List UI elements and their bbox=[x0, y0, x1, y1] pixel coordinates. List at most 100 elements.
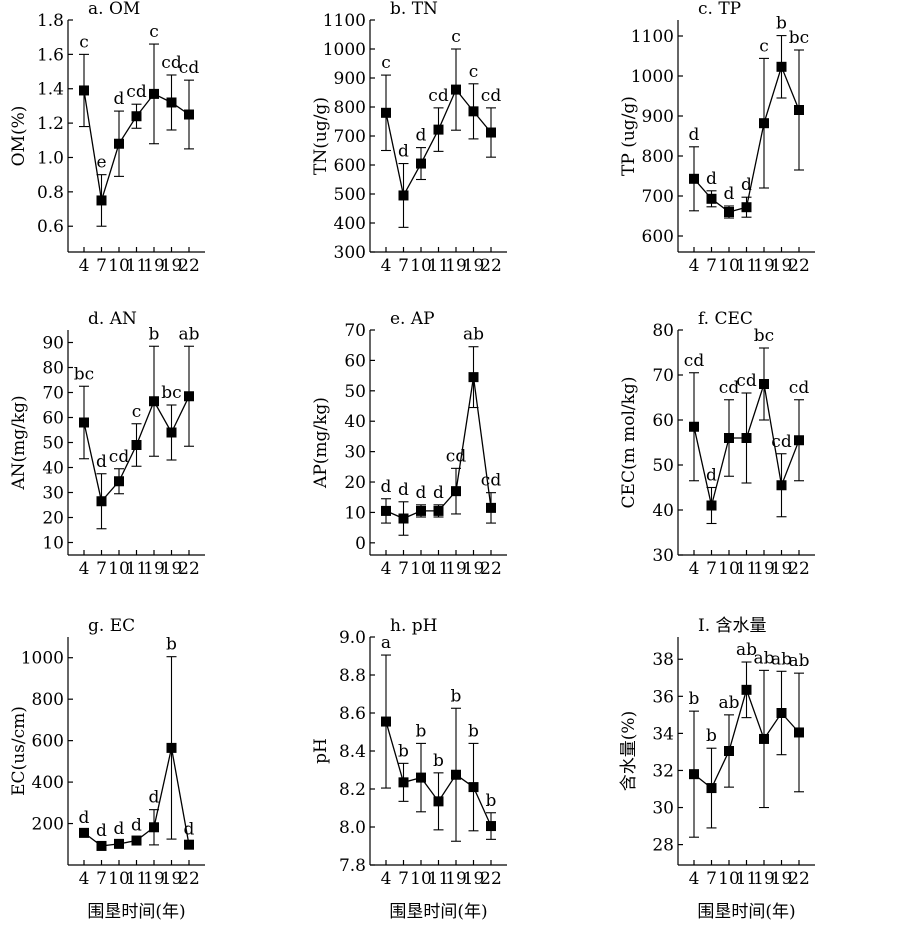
data-point bbox=[381, 505, 391, 516]
data-point bbox=[149, 396, 159, 407]
x-tick-label: 7 bbox=[706, 869, 717, 889]
significance-label: d bbox=[433, 483, 444, 503]
x-tick-label: 22 bbox=[788, 869, 810, 889]
significance-label: ab bbox=[788, 651, 809, 671]
data-point bbox=[149, 822, 159, 833]
y-tick-label: 300 bbox=[334, 243, 366, 263]
x-tick-label: 19 bbox=[771, 869, 793, 889]
x-tick-label: 11 bbox=[126, 256, 148, 276]
data-point bbox=[398, 777, 409, 788]
y-tick-label: 40 bbox=[652, 501, 674, 521]
x-tick-label: 11 bbox=[736, 256, 758, 276]
x-tick-label: 19 bbox=[463, 256, 485, 276]
significance-label: c bbox=[381, 53, 391, 73]
y-tick-label: 200 bbox=[32, 815, 64, 835]
y-tick-label: 8.4 bbox=[339, 742, 366, 762]
significance-label: d bbox=[706, 169, 717, 189]
y-tick-label: 30 bbox=[652, 546, 674, 566]
x-tick-label: 4 bbox=[381, 559, 392, 579]
x-tick-label: 4 bbox=[381, 869, 392, 889]
x-tick-label: 7 bbox=[706, 559, 717, 579]
y-tick-label: 30 bbox=[344, 443, 366, 463]
data-point bbox=[706, 783, 717, 794]
y-tick-label: 0.8 bbox=[37, 183, 64, 203]
y-axis-label: EC(us/cm) bbox=[9, 706, 29, 796]
y-tick-label: 38 bbox=[652, 650, 674, 670]
significance-label: b bbox=[149, 324, 160, 344]
y-tick-label: 1.6 bbox=[37, 45, 64, 65]
data-point bbox=[79, 85, 89, 96]
x-tick-label: 4 bbox=[79, 256, 90, 276]
data-point bbox=[486, 821, 496, 832]
y-tick-label: 9.0 bbox=[339, 628, 366, 648]
significance-label: cd bbox=[126, 82, 147, 102]
y-tick-label: 60 bbox=[652, 411, 674, 431]
significance-label: c bbox=[132, 402, 142, 422]
x-tick-label: 10 bbox=[410, 256, 432, 276]
x-tick-label: 11 bbox=[736, 869, 758, 889]
significance-label: cd bbox=[719, 378, 740, 398]
y-axis-label: CEC(m mol/kg) bbox=[619, 377, 639, 509]
x-tick-label: 10 bbox=[108, 256, 130, 276]
x-tick-label: 7 bbox=[96, 256, 107, 276]
data-point bbox=[96, 195, 107, 206]
data-point bbox=[381, 716, 391, 727]
x-tick-label: 4 bbox=[689, 256, 700, 276]
significance-label: cd bbox=[481, 86, 502, 106]
data-point bbox=[381, 107, 391, 118]
y-tick-label: 20 bbox=[42, 509, 64, 529]
x-tick-label: 22 bbox=[178, 869, 200, 889]
significance-label: b bbox=[706, 726, 717, 746]
chart-panel-8: 7.88.08.28.48.68.89.04 7 1011191922abbbbbb… bbox=[311, 616, 507, 922]
chart-title: h. pH bbox=[390, 616, 437, 636]
data-point bbox=[468, 372, 479, 383]
y-tick-label: 34 bbox=[652, 724, 674, 744]
data-point bbox=[416, 505, 426, 516]
y-tick-label: 40 bbox=[344, 412, 366, 432]
x-tick-label: 19 bbox=[753, 869, 775, 889]
significance-label: d bbox=[184, 820, 195, 840]
y-tick-label: 1000 bbox=[631, 67, 674, 87]
data-point bbox=[433, 124, 444, 135]
chart-title: d. AN bbox=[88, 309, 137, 329]
data-point bbox=[794, 435, 804, 446]
y-tick-label: 30 bbox=[652, 799, 674, 819]
data-point bbox=[724, 207, 734, 217]
x-tick-label: 11 bbox=[428, 256, 450, 276]
y-tick-label: 36 bbox=[652, 687, 674, 707]
x-tick-label: 22 bbox=[788, 256, 810, 276]
y-tick-label: 32 bbox=[652, 761, 674, 781]
significance-label: c bbox=[451, 27, 461, 47]
data-point bbox=[794, 105, 804, 115]
data-point bbox=[114, 838, 124, 849]
y-tick-label: 70 bbox=[42, 384, 64, 404]
x-tick-label: 4 bbox=[689, 559, 700, 579]
y-tick-label: 600 bbox=[642, 227, 674, 247]
significance-label: cd bbox=[481, 471, 502, 491]
x-tick-label: 22 bbox=[178, 256, 200, 276]
y-tick-label: 50 bbox=[344, 382, 366, 402]
data-point bbox=[741, 433, 752, 443]
x-tick-label: 19 bbox=[463, 869, 485, 889]
x-tick-label: 19 bbox=[753, 559, 775, 579]
y-tick-label: 60 bbox=[344, 351, 366, 371]
y-axis-label: TP (ug/g) bbox=[619, 96, 639, 176]
y-tick-label: 800 bbox=[334, 98, 366, 118]
y-tick-label: 1000 bbox=[21, 649, 64, 669]
y-tick-label: 900 bbox=[334, 69, 366, 89]
y-tick-label: 7.8 bbox=[339, 856, 366, 876]
data-point bbox=[741, 202, 752, 213]
y-tick-label: 20 bbox=[344, 473, 366, 493]
y-tick-label: 30 bbox=[42, 484, 64, 504]
data-point bbox=[759, 118, 769, 129]
data-point bbox=[741, 684, 752, 695]
data-point bbox=[724, 433, 734, 443]
significance-label: d bbox=[689, 125, 700, 145]
y-axis-label: 含水量(%) bbox=[619, 711, 639, 791]
y-tick-label: 40 bbox=[42, 459, 64, 479]
data-point bbox=[96, 840, 107, 851]
x-tick-label: 19 bbox=[143, 869, 165, 889]
y-tick-label: 0 bbox=[355, 534, 366, 554]
